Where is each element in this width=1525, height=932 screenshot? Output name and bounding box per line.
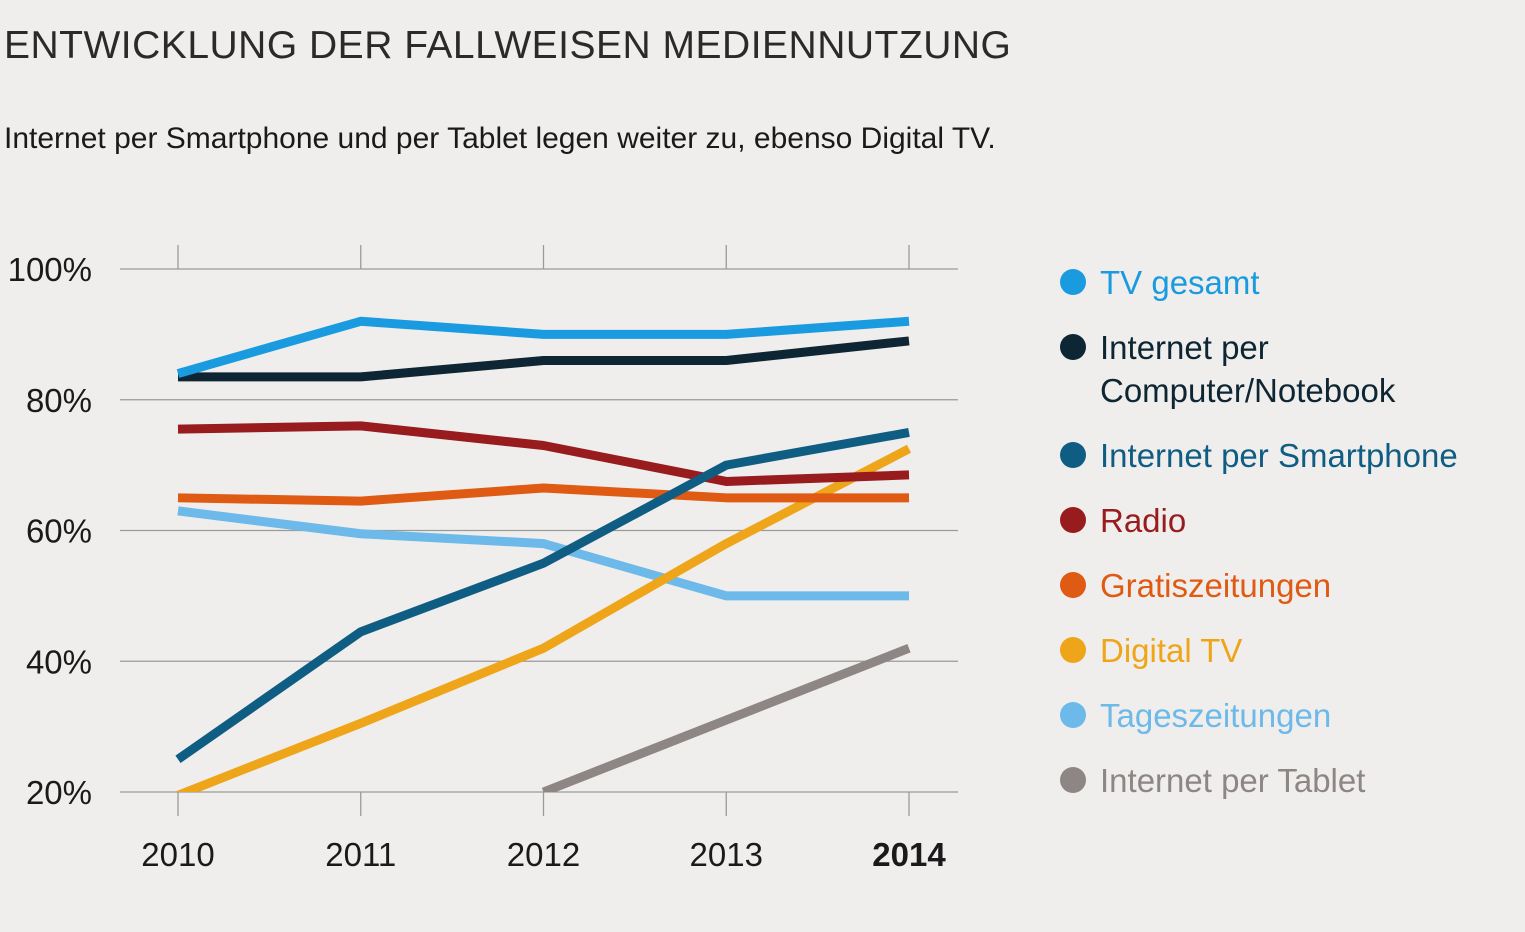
legend-label: Internet per <box>1100 329 1269 366</box>
legend-marker-icon <box>1060 767 1086 793</box>
x-tick-label: 2013 <box>690 836 763 873</box>
x-tick-label: 2010 <box>141 836 214 873</box>
legend-label: Internet per Tablet <box>1100 762 1365 799</box>
legend-label: Tageszeitungen <box>1100 697 1331 734</box>
legend-item: Tageszeitungen <box>1060 697 1331 734</box>
series-line-internet-per-smartphone <box>175 428 910 764</box>
y-tick-label: 80% <box>26 382 92 419</box>
legend-label: Digital TV <box>1100 632 1242 669</box>
series-line-internet-per-tablet <box>541 643 911 792</box>
legend-marker-icon <box>1060 334 1086 360</box>
legend-label: Computer/Notebook <box>1100 372 1396 409</box>
legend-marker-icon <box>1060 442 1086 468</box>
legend-marker-icon <box>1060 702 1086 728</box>
series-line-radio <box>177 421 910 486</box>
legend-marker-icon <box>1060 269 1086 295</box>
legend-item: TV gesamt <box>1060 264 1260 301</box>
legend-label: Internet per Smartphone <box>1100 437 1458 474</box>
legend-item: Gratiszeitungen <box>1060 567 1331 604</box>
x-tick-label: 2012 <box>507 836 580 873</box>
legend-item: Radio <box>1060 502 1186 539</box>
legend-item: Digital TV <box>1060 632 1242 669</box>
legend-label: TV gesamt <box>1100 264 1260 301</box>
legend-item: Internet per Smartphone <box>1060 437 1458 474</box>
series-line-tv-gesamt <box>176 316 910 378</box>
x-tick-label: 2014 <box>872 836 946 873</box>
series-line-digital-tv <box>176 444 912 792</box>
legend-item: Internet per Computer/Notebook <box>1060 329 1396 409</box>
y-tick-label: 40% <box>26 643 92 680</box>
legend-marker-icon <box>1060 507 1086 533</box>
y-tick-label: 20% <box>26 774 92 811</box>
legend-item: Internet per Tablet <box>1060 762 1365 799</box>
legend-marker-icon <box>1060 572 1086 598</box>
chart-subtitle: Internet per Smartphone und per Tablet l… <box>4 122 996 155</box>
legend-marker-icon <box>1060 637 1086 663</box>
series-line-internet-per-computer-notebook <box>178 336 910 382</box>
y-tick-label: 100% <box>8 251 92 288</box>
x-tick-label: 2011 <box>325 836 396 873</box>
chart-title: ENTWICKLUNG DER FALLWEISEN MEDIENNUTZUNG <box>4 24 1012 67</box>
legend-label: Radio <box>1100 502 1186 539</box>
series-line-gratiszeitungen <box>177 483 909 506</box>
series-line-tageszeitungen <box>177 506 909 601</box>
legend-label: Gratiszeitungen <box>1100 567 1331 604</box>
y-tick-label: 60% <box>26 513 92 550</box>
